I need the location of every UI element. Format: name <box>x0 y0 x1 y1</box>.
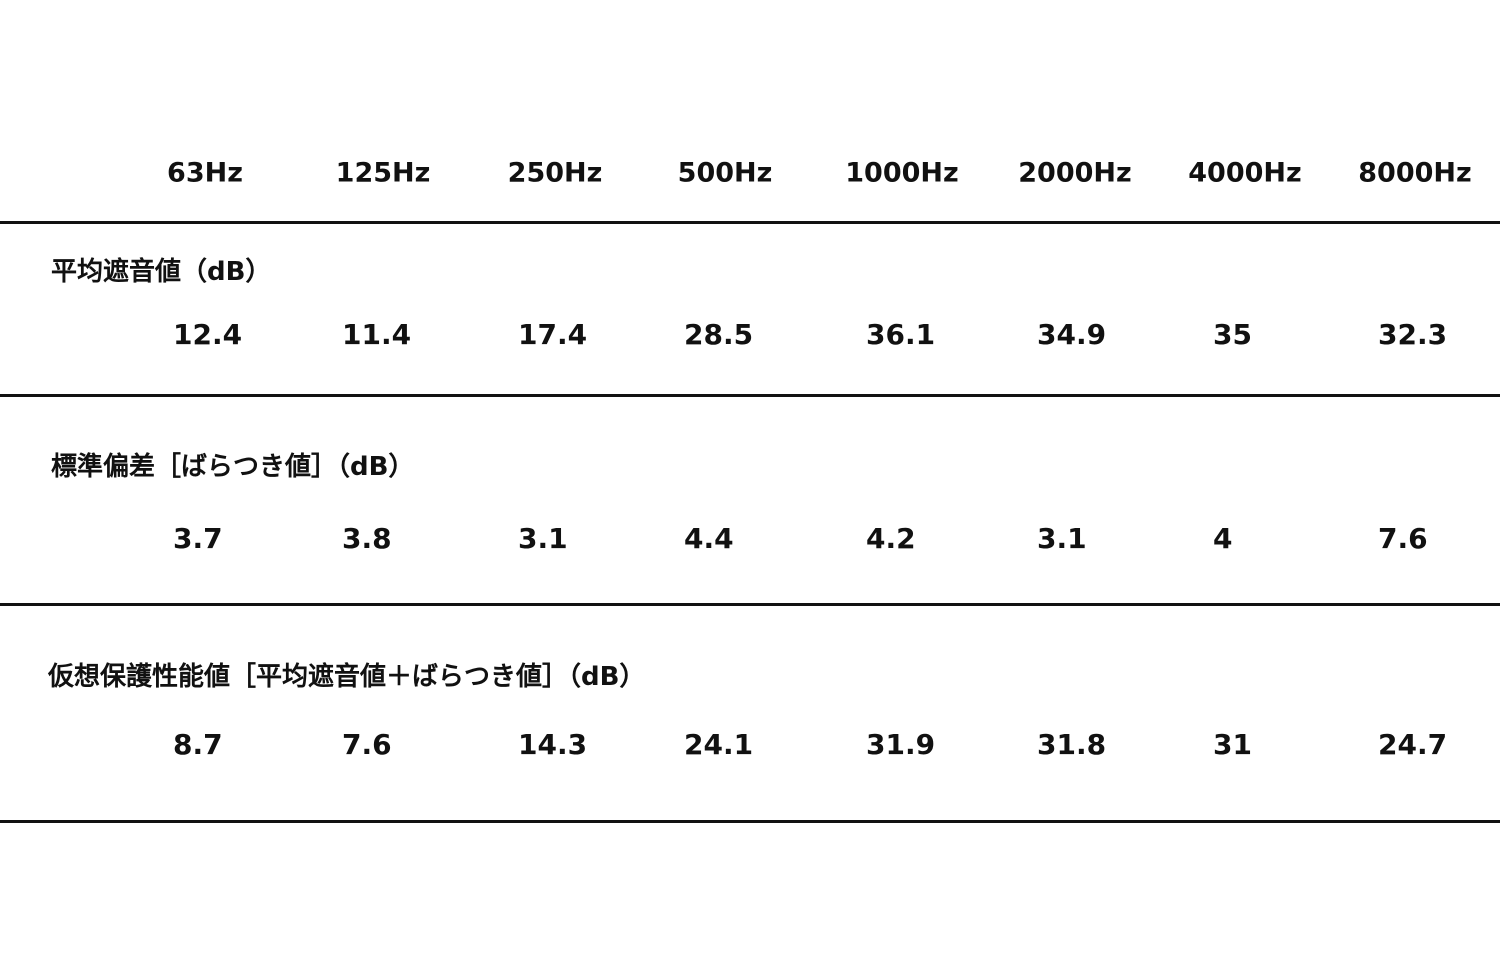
row-divider <box>0 603 1500 606</box>
cell-value: 32.3 <box>1378 318 1448 351</box>
cell-value: 34.9 <box>1037 318 1107 351</box>
cell-value: 17.4 <box>518 318 588 351</box>
column-header: 4000Hz <box>1188 157 1302 189</box>
column-header: 2000Hz <box>1018 157 1132 189</box>
cell-value: 31.8 <box>1037 728 1107 761</box>
cell-value: 36.1 <box>866 318 936 351</box>
cell-value: 7.6 <box>342 728 392 761</box>
row-label: 平均遮音値（dB） <box>51 257 272 287</box>
cell-value: 4 <box>1213 522 1233 555</box>
cell-value: 28.5 <box>684 318 754 351</box>
cell-value: 4.2 <box>866 522 916 555</box>
column-header: 125Hz <box>335 157 431 189</box>
row-label: 仮想保護性能値［平均遮音値＋ばらつき値］（dB） <box>48 662 646 692</box>
column-header: 500Hz <box>677 157 773 189</box>
cell-value: 31.9 <box>866 728 936 761</box>
cell-value: 3.8 <box>342 522 392 555</box>
cell-value: 8.7 <box>173 728 223 761</box>
column-header: 250Hz <box>507 157 603 189</box>
column-header: 63Hz <box>167 157 243 189</box>
row-label: 標準偏差［ばらつき値］（dB） <box>51 452 415 482</box>
cell-value: 31 <box>1213 728 1252 761</box>
cell-value: 24.7 <box>1378 728 1448 761</box>
column-header: 1000Hz <box>845 157 959 189</box>
cell-value: 24.1 <box>684 728 754 761</box>
cell-value: 3.7 <box>173 522 223 555</box>
cell-value: 4.4 <box>684 522 734 555</box>
cell-value: 3.1 <box>1037 522 1087 555</box>
row-divider <box>0 394 1500 397</box>
row-divider <box>0 820 1500 823</box>
cell-value: 7.6 <box>1378 522 1428 555</box>
row-divider <box>0 221 1500 224</box>
cell-value: 35 <box>1213 318 1252 351</box>
cell-value: 11.4 <box>342 318 412 351</box>
cell-value: 14.3 <box>518 728 588 761</box>
cell-value: 3.1 <box>518 522 568 555</box>
cell-value: 12.4 <box>173 318 243 351</box>
column-header: 8000Hz <box>1358 157 1472 189</box>
